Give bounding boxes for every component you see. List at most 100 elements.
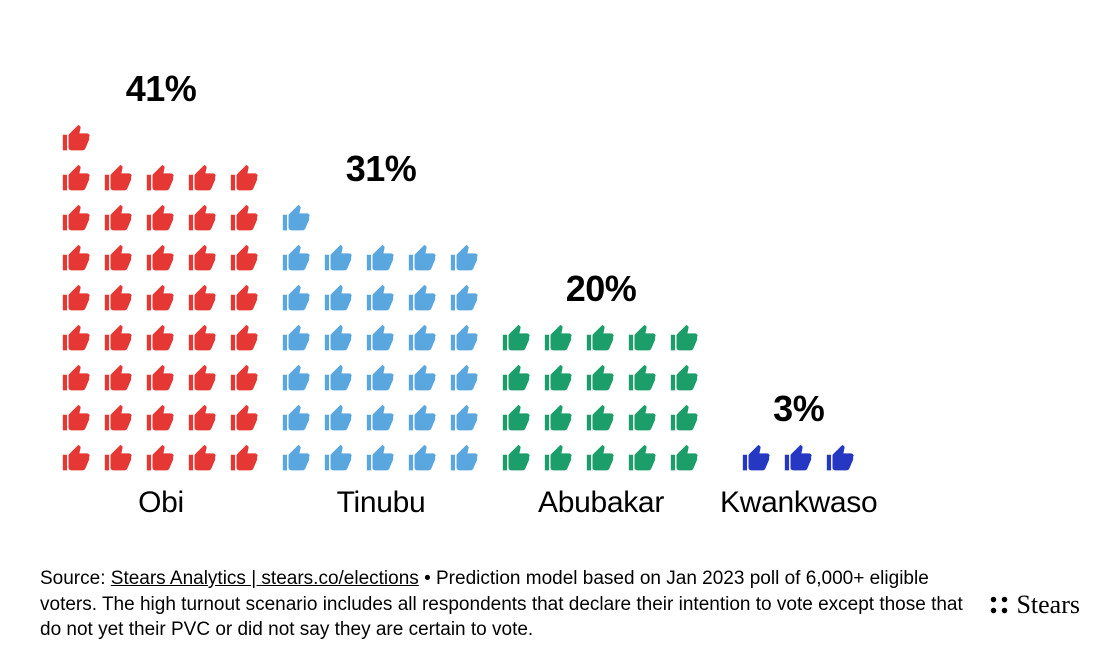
candidate-name: Abubakar — [538, 486, 664, 520]
candidate-column: 41% — [60, 68, 262, 520]
icon-stack — [280, 202, 482, 476]
thumb-icon — [364, 402, 398, 436]
thumb-icon — [406, 402, 440, 436]
thumb-icon — [406, 442, 440, 476]
icon-row — [60, 202, 262, 236]
thumb-icon — [500, 402, 534, 436]
candidate-column: 20% Abubakar — [500, 268, 702, 520]
thumb-icon — [186, 202, 220, 236]
icon-row — [60, 402, 262, 436]
thumb-icon — [60, 442, 94, 476]
thumb-icon — [626, 322, 660, 356]
thumb-icon — [322, 242, 356, 276]
icon-row — [280, 242, 482, 276]
thumb-icon — [668, 442, 702, 476]
icon-row — [60, 162, 262, 196]
thumb-icon — [406, 362, 440, 396]
icon-row — [500, 322, 702, 356]
thumb-icon — [448, 402, 482, 436]
thumb-icon — [228, 202, 262, 236]
thumb-icon — [60, 282, 94, 316]
thumb-icon — [364, 282, 398, 316]
source-link[interactable]: Stears Analytics | stears.co/elections — [111, 568, 419, 589]
thumb-icon — [60, 322, 94, 356]
icon-stack — [740, 442, 858, 476]
thumb-icon — [280, 282, 314, 316]
thumb-icon — [782, 442, 816, 476]
thumb-icon — [448, 322, 482, 356]
thumb-icon — [448, 442, 482, 476]
thumb-icon — [228, 362, 262, 396]
thumb-icon — [186, 282, 220, 316]
icon-row — [280, 402, 482, 436]
thumb-icon — [448, 282, 482, 316]
thumb-icon — [500, 442, 534, 476]
thumb-icon — [144, 202, 178, 236]
icon-row — [280, 442, 482, 476]
thumb-icon — [584, 362, 618, 396]
thumb-icon — [102, 282, 136, 316]
source-prefix: Source: — [40, 568, 111, 589]
thumb-icon — [406, 242, 440, 276]
thumb-icon — [186, 162, 220, 196]
icon-row — [280, 362, 482, 396]
percent-label: 3% — [773, 388, 824, 430]
icon-row — [280, 282, 482, 316]
thumb-icon — [584, 322, 618, 356]
thumb-icon — [280, 242, 314, 276]
thumb-icon — [406, 322, 440, 356]
thumb-icon — [144, 442, 178, 476]
thumb-icon — [186, 362, 220, 396]
thumb-icon — [668, 362, 702, 396]
thumb-icon — [60, 242, 94, 276]
thumb-icon — [626, 442, 660, 476]
thumb-icon — [406, 282, 440, 316]
thumb-icon — [102, 162, 136, 196]
thumb-icon — [228, 282, 262, 316]
thumb-icon — [144, 282, 178, 316]
thumb-icon — [322, 362, 356, 396]
icon-row — [60, 282, 262, 316]
icon-row — [60, 362, 262, 396]
thumb-icon — [364, 242, 398, 276]
thumb-icon — [364, 322, 398, 356]
percent-label: 20% — [566, 268, 637, 310]
thumb-icon — [322, 402, 356, 436]
thumb-icon — [60, 402, 94, 436]
candidate-name: Kwankwaso — [720, 486, 877, 520]
thumb-icon — [186, 322, 220, 356]
candidate-name: Obi — [138, 486, 184, 520]
thumb-icon — [322, 322, 356, 356]
thumb-icon — [448, 242, 482, 276]
thumb-icon — [102, 442, 136, 476]
thumb-icon — [228, 322, 262, 356]
thumb-icon — [584, 402, 618, 436]
thumb-icon — [144, 322, 178, 356]
thumb-icon — [280, 202, 314, 236]
icon-row — [280, 202, 482, 236]
thumb-icon — [102, 242, 136, 276]
thumb-icon — [144, 402, 178, 436]
thumb-icon — [102, 202, 136, 236]
thumb-icon — [280, 442, 314, 476]
thumb-icon — [542, 402, 576, 436]
icon-row — [500, 442, 702, 476]
thumb-icon — [186, 242, 220, 276]
icon-row — [60, 242, 262, 276]
source-text: Source: Stears Analytics | stears.co/ele… — [40, 566, 972, 643]
icon-row — [500, 362, 702, 396]
thumb-icon — [102, 362, 136, 396]
icon-row — [60, 122, 262, 156]
thumb-icon — [668, 402, 702, 436]
brand: Stears — [988, 590, 1080, 620]
thumb-icon — [60, 122, 94, 156]
thumb-icon — [824, 442, 858, 476]
thumb-icon — [542, 322, 576, 356]
thumb-icon — [186, 402, 220, 436]
candidate-column: 31% — [280, 148, 482, 520]
thumb-icon — [626, 402, 660, 436]
thumb-icon — [228, 442, 262, 476]
thumb-icon — [626, 362, 660, 396]
thumb-icon — [542, 442, 576, 476]
thumb-icon — [542, 362, 576, 396]
